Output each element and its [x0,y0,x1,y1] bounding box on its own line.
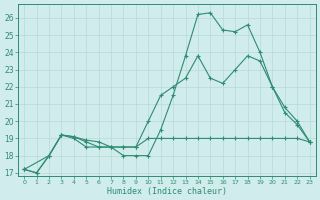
X-axis label: Humidex (Indice chaleur): Humidex (Indice chaleur) [107,187,227,196]
